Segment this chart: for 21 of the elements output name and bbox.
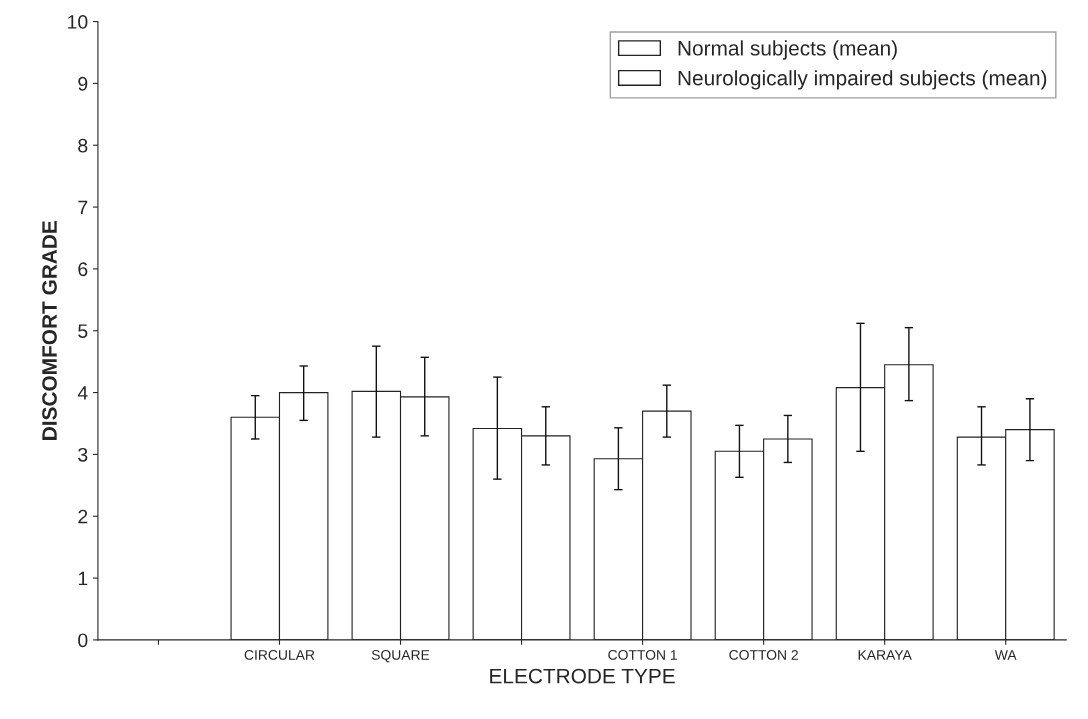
x-tick-label: COTTON 1 — [608, 650, 677, 660]
y-tick-label: 1 — [78, 571, 88, 586]
y-tick-label: 7 — [78, 200, 88, 215]
legend-label: Normal subjects (mean) — [678, 40, 897, 60]
y-tick-label: 2 — [78, 509, 88, 524]
y-tick-label: 3 — [78, 447, 88, 462]
y-tick-label: 6 — [78, 262, 88, 277]
x-tick-label: SQUARE — [371, 650, 430, 663]
x-axis-title: ELECTRODE TYPE — [490, 668, 675, 684]
legend-label: Neurologically impaired subjects (mean) — [678, 70, 1047, 90]
y-tick-label: 4 — [77, 386, 88, 400]
y-axis-title: DISCOMFORT GRADE — [42, 221, 57, 440]
y-tick-label: 9 — [78, 76, 88, 91]
x-tick-label: CIRCULAR — [244, 650, 315, 660]
x-tick-label: COTTON 2 — [729, 650, 798, 660]
y-tick-label: 10 — [68, 15, 88, 29]
x-tick-label: KARAYA — [858, 650, 912, 660]
y-tick-label: 0 — [78, 633, 88, 648]
y-tick-label: 5 — [78, 324, 88, 338]
y-tick-label: 8 — [78, 138, 88, 153]
x-tick-label: WA — [994, 650, 1017, 660]
